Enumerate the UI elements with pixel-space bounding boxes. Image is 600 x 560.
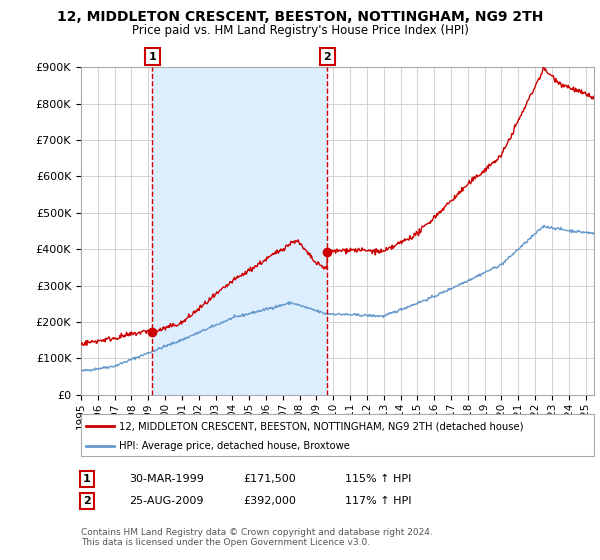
Text: 2: 2 [83,496,91,506]
Text: HPI: Average price, detached house, Broxtowe: HPI: Average price, detached house, Brox… [119,441,350,451]
Text: £171,500: £171,500 [243,474,296,484]
Bar [152,67,328,395]
Text: 30-MAR-1999: 30-MAR-1999 [129,474,204,484]
Text: 12, MIDDLETON CRESCENT, BEESTON, NOTTINGHAM, NG9 2TH: 12, MIDDLETON CRESCENT, BEESTON, NOTTING… [57,10,543,24]
Text: 25-AUG-2009: 25-AUG-2009 [129,496,203,506]
Text: 1: 1 [148,52,156,62]
Text: Contains HM Land Registry data © Crown copyright and database right 2024.
This d: Contains HM Land Registry data © Crown c… [81,528,433,547]
Text: 12, MIDDLETON CRESCENT, BEESTON, NOTTINGHAM, NG9 2TH (detached house): 12, MIDDLETON CRESCENT, BEESTON, NOTTING… [119,421,524,431]
Text: 1: 1 [83,474,91,484]
Text: 2: 2 [323,52,331,62]
Text: 115% ↑ HPI: 115% ↑ HPI [345,474,412,484]
Text: Price paid vs. HM Land Registry's House Price Index (HPI): Price paid vs. HM Land Registry's House … [131,24,469,36]
Text: 117% ↑ HPI: 117% ↑ HPI [345,496,412,506]
Text: £392,000: £392,000 [243,496,296,506]
